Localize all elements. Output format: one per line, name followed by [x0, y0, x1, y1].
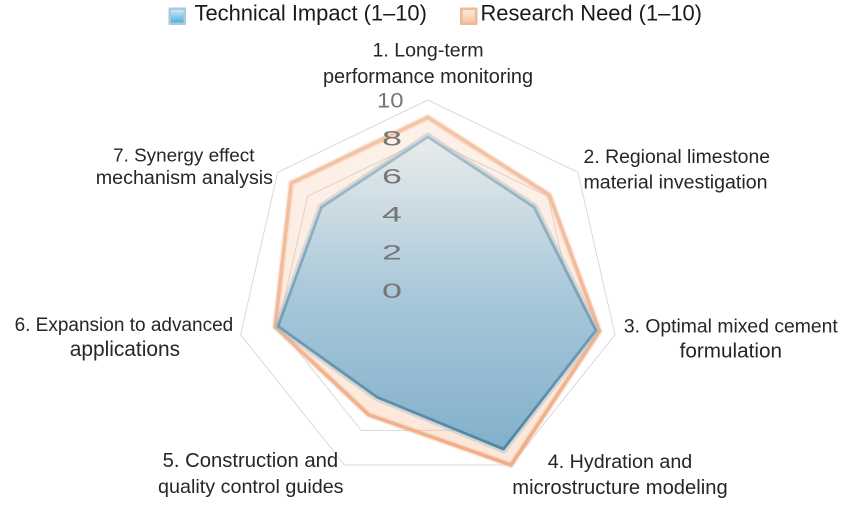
svg-text:6: 6 — [382, 165, 402, 189]
svg-text:3. Optimal mixed cement: 3. Optimal mixed cement — [624, 315, 839, 337]
svg-text:8: 8 — [382, 127, 402, 151]
svg-text:1. Long-term: 1. Long-term — [372, 40, 483, 62]
svg-text:microstructure modeling: microstructure modeling — [512, 477, 727, 499]
svg-text:material investigation: material investigation — [583, 172, 767, 194]
svg-text:quality control guides: quality control guides — [158, 476, 344, 498]
svg-text:2. Regional limestone: 2. Regional limestone — [584, 146, 770, 168]
svg-text:4: 4 — [382, 203, 402, 227]
svg-text:mechanism analysis: mechanism analysis — [96, 167, 273, 189]
svg-text:applications: applications — [70, 338, 180, 361]
svg-text:10: 10 — [377, 89, 404, 113]
svg-text:Research Need (1–10): Research Need (1–10) — [481, 1, 702, 26]
svg-text:7. Synergy effect: 7. Synergy effect — [113, 145, 255, 166]
svg-text:5. Construction and: 5. Construction and — [163, 450, 339, 472]
svg-text:0: 0 — [382, 279, 402, 303]
svg-text:performance monitoring: performance monitoring — [323, 66, 533, 88]
svg-text:formulation: formulation — [680, 340, 782, 363]
svg-text:6. Expansion to advanced: 6. Expansion to advanced — [15, 315, 234, 336]
svg-text:4. Hydration and: 4. Hydration and — [548, 451, 692, 473]
svg-text:Technical Impact (1–10): Technical Impact (1–10) — [195, 1, 427, 26]
svg-text:2: 2 — [382, 241, 402, 265]
